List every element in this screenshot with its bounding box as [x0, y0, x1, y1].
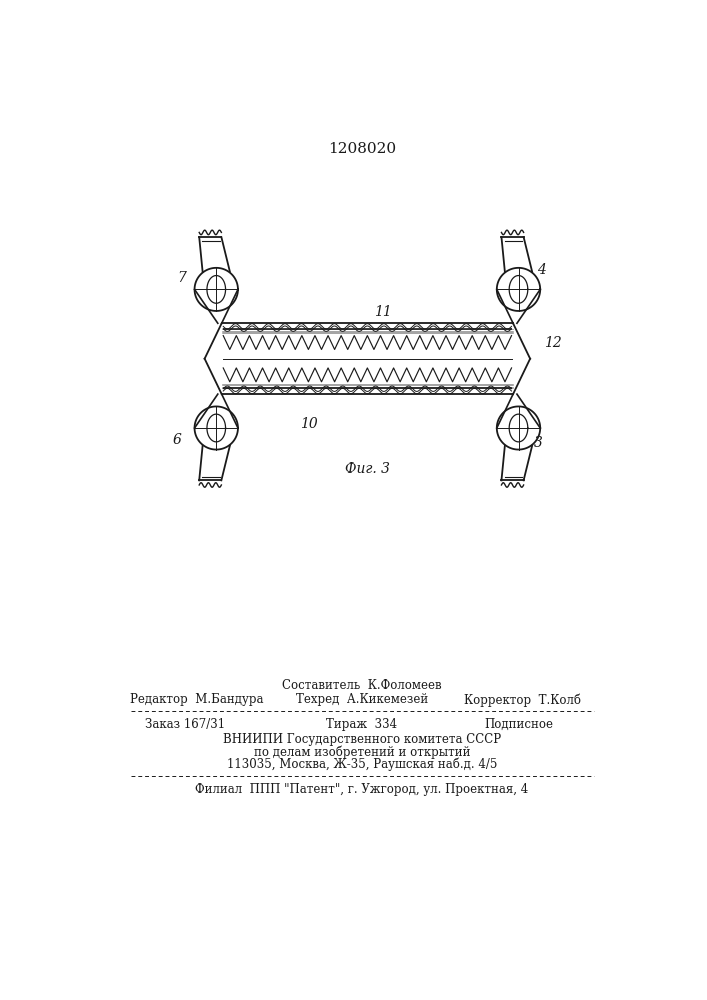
- Text: Фиг. 3: Фиг. 3: [345, 462, 390, 476]
- Text: 1208020: 1208020: [328, 142, 396, 156]
- Text: Заказ 167/31: Заказ 167/31: [145, 718, 226, 731]
- Text: 11: 11: [374, 306, 392, 320]
- Text: 4: 4: [537, 263, 547, 277]
- Text: 113035, Москва, Ж-35, Раушская наб.д. 4/5: 113035, Москва, Ж-35, Раушская наб.д. 4/…: [227, 758, 497, 771]
- Text: Корректор  Т.Колб: Корректор Т.Колб: [464, 693, 581, 707]
- Text: 10: 10: [300, 417, 318, 431]
- Text: Составитель  К.Фоломеев: Составитель К.Фоломеев: [282, 679, 442, 692]
- Text: 12: 12: [544, 336, 562, 350]
- Text: 3: 3: [534, 436, 542, 450]
- Text: 6: 6: [173, 433, 182, 447]
- Text: Филиал  ППП "Патент", г. Ужгород, ул. Проектная, 4: Филиал ППП "Патент", г. Ужгород, ул. Про…: [195, 783, 529, 796]
- Text: Тираж  334: Тираж 334: [327, 718, 397, 731]
- Text: по делам изобретений и открытий: по делам изобретений и открытий: [254, 745, 470, 759]
- Text: Подписное: Подписное: [484, 718, 553, 731]
- Text: Редактор  М.Бандура: Редактор М.Бандура: [130, 693, 264, 706]
- Text: Техред  А.Кикемезей: Техред А.Кикемезей: [296, 693, 428, 706]
- Text: ВНИИПИ Государственного комитета СССР: ВНИИПИ Государственного комитета СССР: [223, 733, 501, 746]
- Text: 7: 7: [177, 271, 186, 285]
